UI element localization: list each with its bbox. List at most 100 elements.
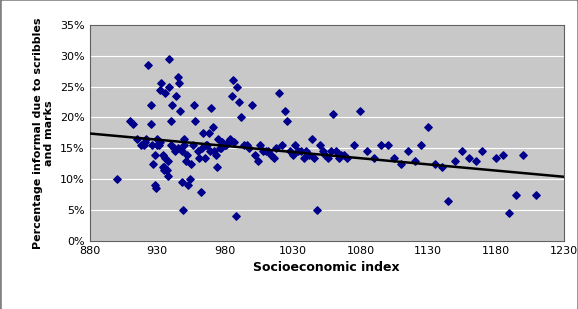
Point: [146, 103, 155, 108]
Point: [200, 155, 209, 160]
Point: [302, 149, 311, 154]
Point: [142, 137, 151, 142]
Point: [477, 149, 487, 154]
Point: [294, 149, 303, 154]
Point: [532, 192, 541, 197]
Point: [424, 124, 433, 129]
Point: [266, 152, 276, 157]
Point: [234, 99, 243, 104]
Point: [218, 140, 227, 145]
Point: [222, 143, 231, 148]
Point: [236, 115, 246, 120]
Point: [191, 118, 200, 123]
Point: [158, 152, 168, 157]
Point: [349, 143, 358, 148]
Point: [220, 143, 229, 148]
Point: [168, 103, 177, 108]
Point: [153, 137, 162, 142]
Point: [326, 149, 335, 154]
Point: [154, 143, 163, 148]
Point: [151, 186, 161, 191]
Point: [226, 137, 235, 142]
Point: [210, 149, 219, 154]
Point: [286, 149, 295, 154]
Point: [180, 137, 189, 142]
Point: [128, 121, 138, 126]
Point: [430, 161, 439, 166]
Point: [150, 152, 159, 157]
Point: [112, 177, 121, 182]
Point: [161, 90, 170, 95]
Point: [172, 93, 181, 98]
Point: [321, 152, 330, 157]
Point: [264, 149, 273, 154]
Point: [165, 84, 174, 89]
Point: [227, 93, 236, 98]
Point: [334, 155, 343, 160]
Point: [223, 140, 232, 145]
Point: [193, 149, 202, 154]
Point: [162, 167, 172, 172]
Point: [250, 152, 260, 157]
Point: [160, 167, 169, 172]
Point: [147, 143, 157, 148]
Point: [255, 143, 265, 148]
Point: [451, 158, 460, 163]
Point: [342, 155, 351, 160]
Point: [212, 164, 221, 169]
Point: [269, 155, 279, 160]
Point: [228, 78, 238, 83]
Point: [315, 143, 324, 148]
Point: [180, 143, 189, 148]
Point: [307, 137, 316, 142]
Point: [139, 143, 149, 148]
Point: [149, 161, 158, 166]
Point: [505, 211, 514, 216]
Point: [230, 140, 239, 145]
Point: [339, 152, 349, 157]
Point: [291, 143, 300, 148]
Point: [296, 149, 305, 154]
Point: [181, 158, 190, 163]
Point: [216, 146, 225, 151]
Point: [173, 75, 182, 80]
Point: [171, 149, 180, 154]
Point: [179, 208, 188, 213]
Point: [397, 161, 406, 166]
Point: [219, 143, 228, 148]
Point: [195, 155, 204, 160]
Point: [313, 208, 322, 213]
Point: [224, 140, 234, 145]
Y-axis label: Percentage informal due to scribbles
and marks: Percentage informal due to scribbles and…: [33, 17, 54, 249]
Point: [157, 81, 166, 86]
Point: [261, 149, 271, 154]
Point: [169, 146, 178, 151]
Point: [275, 90, 284, 95]
Point: [491, 155, 501, 160]
Point: [166, 143, 176, 148]
Point: [185, 177, 194, 182]
Point: [403, 149, 413, 154]
Point: [337, 152, 346, 157]
Point: [244, 146, 254, 151]
Point: [299, 155, 308, 160]
Point: [331, 149, 340, 154]
Point: [247, 103, 257, 108]
Point: [207, 106, 216, 111]
Point: [305, 152, 314, 157]
Point: [155, 87, 165, 92]
Point: [214, 137, 223, 142]
Point: [444, 198, 453, 203]
Point: [471, 158, 480, 163]
Point: [155, 140, 165, 145]
Point: [362, 149, 372, 154]
Point: [177, 149, 186, 154]
Point: [161, 155, 170, 160]
Point: [277, 143, 287, 148]
Point: [201, 143, 210, 148]
Point: [175, 81, 184, 86]
Point: [318, 149, 327, 154]
Point: [184, 183, 193, 188]
Point: [146, 121, 155, 126]
Point: [132, 137, 142, 142]
